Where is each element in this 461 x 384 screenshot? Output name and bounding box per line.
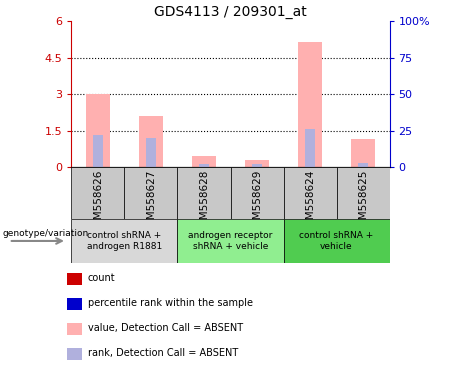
Text: genotype/variation: genotype/variation	[2, 229, 89, 238]
Bar	[351, 139, 375, 167]
Bar	[298, 42, 322, 167]
Text: GSM558628: GSM558628	[199, 170, 209, 233]
Bar	[139, 116, 163, 167]
Text: count: count	[88, 273, 115, 283]
Bar	[192, 156, 216, 167]
Bar	[252, 164, 262, 167]
Text: GSM558627: GSM558627	[146, 170, 156, 233]
Text: GSM558624: GSM558624	[305, 170, 315, 233]
Text: GSM558625: GSM558625	[358, 170, 368, 233]
Title: GDS4113 / 209301_at: GDS4113 / 209301_at	[154, 5, 307, 19]
Bar	[93, 136, 103, 167]
Bar	[358, 163, 368, 167]
Text: control shRNA +
vehicle: control shRNA + vehicle	[299, 231, 374, 251]
Bar	[199, 164, 209, 167]
Text: GSM558626: GSM558626	[93, 170, 103, 233]
Bar	[230, 167, 284, 219]
Text: control shRNA +
androgen R1881: control shRNA + androgen R1881	[87, 231, 162, 251]
Text: percentile rank within the sample: percentile rank within the sample	[88, 298, 253, 308]
Bar	[71, 219, 177, 263]
Bar	[245, 160, 269, 167]
Bar	[284, 219, 390, 263]
Bar	[86, 94, 110, 167]
Bar	[71, 167, 124, 219]
Text: androgen receptor
shRNA + vehicle: androgen receptor shRNA + vehicle	[188, 231, 273, 251]
Bar	[284, 167, 337, 219]
Bar	[305, 129, 315, 167]
Bar	[177, 167, 230, 219]
Bar	[337, 167, 390, 219]
Bar	[177, 219, 284, 263]
Text: GSM558629: GSM558629	[252, 170, 262, 233]
Bar	[124, 167, 177, 219]
Text: value, Detection Call = ABSENT: value, Detection Call = ABSENT	[88, 323, 242, 333]
Bar	[146, 138, 156, 167]
Text: rank, Detection Call = ABSENT: rank, Detection Call = ABSENT	[88, 348, 238, 358]
